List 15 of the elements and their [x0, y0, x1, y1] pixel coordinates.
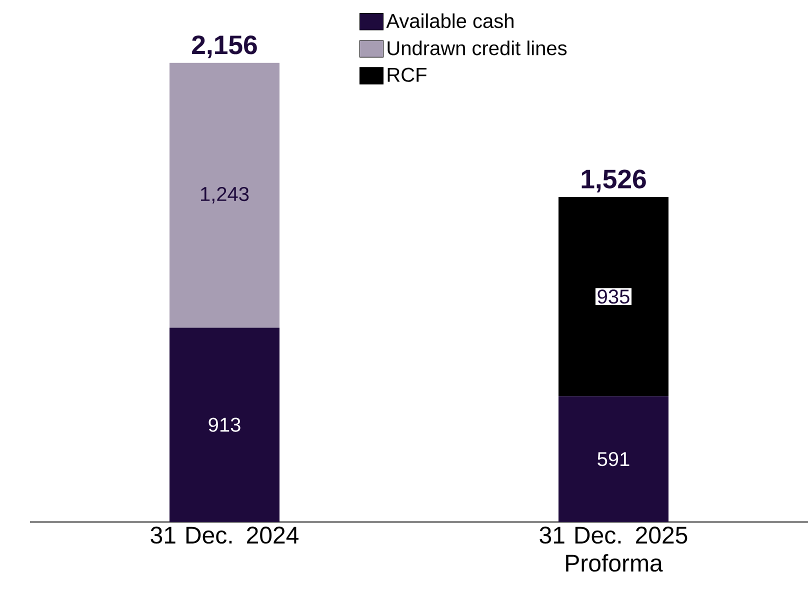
total-label: 1,526: [582, 170, 646, 192]
data-label: 591: [598, 452, 630, 466]
x-tick-label: 31 Dec. 2025 Proforma: [540, 526, 688, 572]
legend-label: Available cash: [386, 13, 514, 28]
bar: [558, 396, 668, 522]
data-label: 913: [208, 418, 240, 432]
legend-label: Undrawn credit lines: [388, 40, 567, 56]
bar: [170, 62, 280, 328]
legend-label: RCF: [388, 68, 426, 82]
total-label: 2,156: [192, 35, 257, 58]
x-tick-label: 31 Dec. 2024: [150, 526, 298, 544]
bar: [170, 328, 280, 522]
data-label: 935: [598, 290, 630, 304]
data-label: 1,243: [201, 186, 249, 204]
bar: [558, 197, 668, 396]
